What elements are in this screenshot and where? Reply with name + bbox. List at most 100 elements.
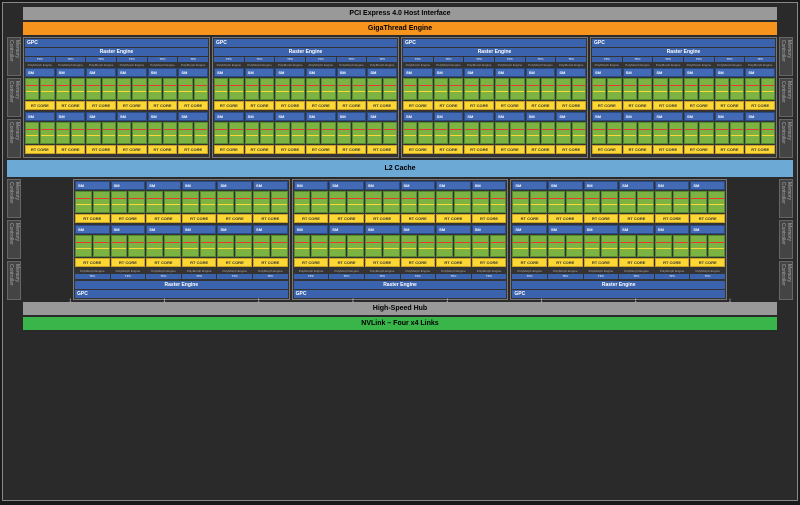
cuda-cores: [40, 122, 54, 144]
rt-core: RT CORE: [337, 145, 367, 154]
sm-header: SM: [253, 225, 288, 234]
polymorph-label: PolyMorph Engine: [623, 63, 653, 67]
cuda-cores: [434, 122, 448, 144]
polymorph-label: PolyMorph Engine: [556, 63, 586, 67]
tpc-header: TPC: [306, 57, 336, 62]
rt-core: RT CORE: [495, 145, 525, 154]
sm-header: SM: [367, 112, 397, 121]
rt-core: RT CORE: [472, 214, 507, 223]
polymorph-label: PolyMorph Engine: [715, 63, 745, 67]
memory-controller: Memory Controller: [7, 179, 21, 218]
tpc-header: TPC: [436, 274, 471, 279]
tpc-header: TPC: [512, 274, 547, 279]
cuda-cores: [684, 78, 698, 100]
cuda-cores: [512, 191, 529, 213]
polymorph-label: PolyMorph Engine: [275, 63, 305, 67]
rt-core: RT CORE: [329, 258, 364, 267]
sm-row: SMSMSMSMSMSMRT CORERT CORERT CORERT CORE…: [403, 112, 586, 154]
rt-core: RT CORE: [275, 145, 305, 154]
cuda-cores: [329, 191, 346, 213]
polymorph-label: PolyMorph Engine: [146, 269, 181, 273]
cuda-cores: [526, 122, 540, 144]
cuda-cores: [480, 122, 494, 144]
rt-core: RT CORE: [306, 145, 336, 154]
rt-core: RT CORE: [111, 214, 146, 223]
cuda-cores: [367, 122, 381, 144]
gpc: GPCRaster EngineTPCTPCTPCTPCTPCTPCPolyMo…: [401, 37, 588, 158]
cuda-cores: [592, 122, 606, 144]
sm-row: SMSMSMSMSMSMRT CORERT CORERT CORERT CORE…: [25, 68, 208, 110]
polymorph-label: PolyMorph Engine: [655, 269, 690, 273]
rt-core: RT CORE: [294, 258, 329, 267]
sm-header: SM: [329, 225, 364, 234]
cuda-cores: [690, 191, 707, 213]
cuda-cores: [93, 191, 110, 213]
sm-header: SM: [367, 68, 397, 77]
top-gpc-region: Memory ControllerMemory ControllerMemory…: [7, 37, 793, 158]
rt-core: RT CORE: [337, 101, 367, 110]
cuda-cores: [418, 78, 432, 100]
cuda-cores: [311, 235, 328, 257]
raster-engine: Raster Engine: [403, 48, 586, 56]
memory-controller: Memory Controller: [779, 119, 793, 158]
cuda-cores: [214, 122, 228, 144]
cuda-cores: [669, 122, 683, 144]
gpc-label: GPC: [512, 290, 725, 298]
polymorph-label: PolyMorph Engine: [182, 269, 217, 273]
polymorph-label: PolyMorph Engine: [367, 63, 397, 67]
sm-header: SM: [434, 68, 464, 77]
rt-core: RT CORE: [86, 101, 116, 110]
rt-core: RT CORE: [584, 258, 619, 267]
polymorph-label: PolyMorph Engine: [294, 269, 329, 273]
cuda-cores: [102, 78, 116, 100]
polymorph-label: PolyMorph Engine: [592, 63, 622, 67]
cuda-cores: [294, 191, 311, 213]
rt-core: RT CORE: [117, 101, 147, 110]
polymorph-label: PolyMorph Engine: [548, 269, 583, 273]
sm-header: SM: [337, 112, 367, 121]
cuda-cores: [148, 122, 162, 144]
sm-header: SM: [182, 225, 217, 234]
rt-core: RT CORE: [690, 214, 725, 223]
cuda-cores: [275, 122, 289, 144]
sm-header: SM: [214, 112, 244, 121]
cuda-cores: [653, 122, 667, 144]
polymorph-label: PolyMorph Engine: [472, 269, 507, 273]
sm-header: SM: [178, 68, 208, 77]
sm-header: SM: [365, 225, 400, 234]
tpc-header: TPC: [178, 57, 208, 62]
cuda-cores: [102, 122, 116, 144]
tpc-header: TPC: [690, 274, 725, 279]
tpc-header: TPC: [548, 274, 583, 279]
rt-core: RT CORE: [178, 101, 208, 110]
cuda-cores: [383, 78, 397, 100]
polymorph-label: PolyMorph Engine: [464, 63, 494, 67]
polymorph-label: PolyMorph Engine: [306, 63, 336, 67]
cuda-cores: [607, 78, 621, 100]
sm-header: SM: [745, 68, 775, 77]
cuda-cores: [541, 122, 555, 144]
polymorph-label: PolyMorph Engine: [436, 269, 471, 273]
sm-row: SMSMSMSMSMSMRT CORERT CORERT CORERT CORE…: [592, 112, 775, 154]
polymorph-label: PolyMorph Engine: [512, 269, 547, 273]
raster-engine: Raster Engine: [294, 281, 507, 289]
sm-header: SM: [217, 181, 252, 190]
cuda-cores: [163, 78, 177, 100]
sm-header: SM: [111, 225, 146, 234]
cuda-cores: [637, 235, 654, 257]
rt-core: RT CORE: [148, 145, 178, 154]
cuda-cores: [93, 235, 110, 257]
cuda-cores: [699, 122, 713, 144]
sm-header: SM: [512, 225, 547, 234]
cuda-cores: [715, 122, 729, 144]
sm-header: SM: [337, 68, 367, 77]
tpc-header: TPC: [214, 57, 244, 62]
cuda-cores: [472, 191, 489, 213]
gpc-label: GPC: [294, 290, 507, 298]
cuda-cores: [510, 122, 524, 144]
sm-header: SM: [556, 68, 586, 77]
cuda-cores: [86, 78, 100, 100]
cuda-cores: [294, 235, 311, 257]
cuda-cores: [214, 78, 228, 100]
cuda-cores: [245, 78, 259, 100]
